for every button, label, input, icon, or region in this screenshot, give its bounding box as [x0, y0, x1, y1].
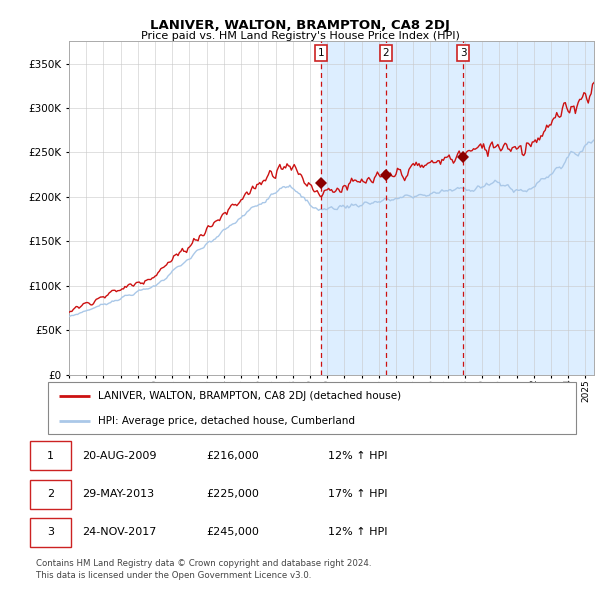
- FancyBboxPatch shape: [30, 441, 71, 470]
- Text: 12% ↑ HPI: 12% ↑ HPI: [328, 527, 388, 537]
- Text: LANIVER, WALTON, BRAMPTON, CA8 2DJ: LANIVER, WALTON, BRAMPTON, CA8 2DJ: [150, 19, 450, 32]
- Text: 2: 2: [47, 489, 54, 499]
- Text: 17% ↑ HPI: 17% ↑ HPI: [328, 489, 388, 499]
- Text: £225,000: £225,000: [206, 489, 260, 499]
- Text: HPI: Average price, detached house, Cumberland: HPI: Average price, detached house, Cumb…: [98, 416, 355, 426]
- Bar: [321, 41, 600, 375]
- Text: 3: 3: [460, 48, 466, 58]
- Text: 2: 2: [383, 48, 389, 58]
- Text: 1: 1: [47, 451, 54, 461]
- Text: 12% ↑ HPI: 12% ↑ HPI: [328, 451, 388, 461]
- Text: LANIVER, WALTON, BRAMPTON, CA8 2DJ (detached house): LANIVER, WALTON, BRAMPTON, CA8 2DJ (deta…: [98, 391, 401, 401]
- Text: 20-AUG-2009: 20-AUG-2009: [82, 451, 157, 461]
- Text: 3: 3: [47, 527, 54, 537]
- Text: 29-MAY-2013: 29-MAY-2013: [82, 489, 155, 499]
- Text: Price paid vs. HM Land Registry's House Price Index (HPI): Price paid vs. HM Land Registry's House …: [140, 31, 460, 41]
- Text: Contains HM Land Registry data © Crown copyright and database right 2024.: Contains HM Land Registry data © Crown c…: [36, 559, 371, 568]
- Text: This data is licensed under the Open Government Licence v3.0.: This data is licensed under the Open Gov…: [36, 571, 311, 579]
- Text: 24-NOV-2017: 24-NOV-2017: [82, 527, 157, 537]
- Text: £245,000: £245,000: [206, 527, 260, 537]
- FancyBboxPatch shape: [30, 518, 71, 547]
- Text: £216,000: £216,000: [206, 451, 259, 461]
- FancyBboxPatch shape: [48, 382, 576, 434]
- Text: 1: 1: [317, 48, 324, 58]
- FancyBboxPatch shape: [30, 480, 71, 509]
